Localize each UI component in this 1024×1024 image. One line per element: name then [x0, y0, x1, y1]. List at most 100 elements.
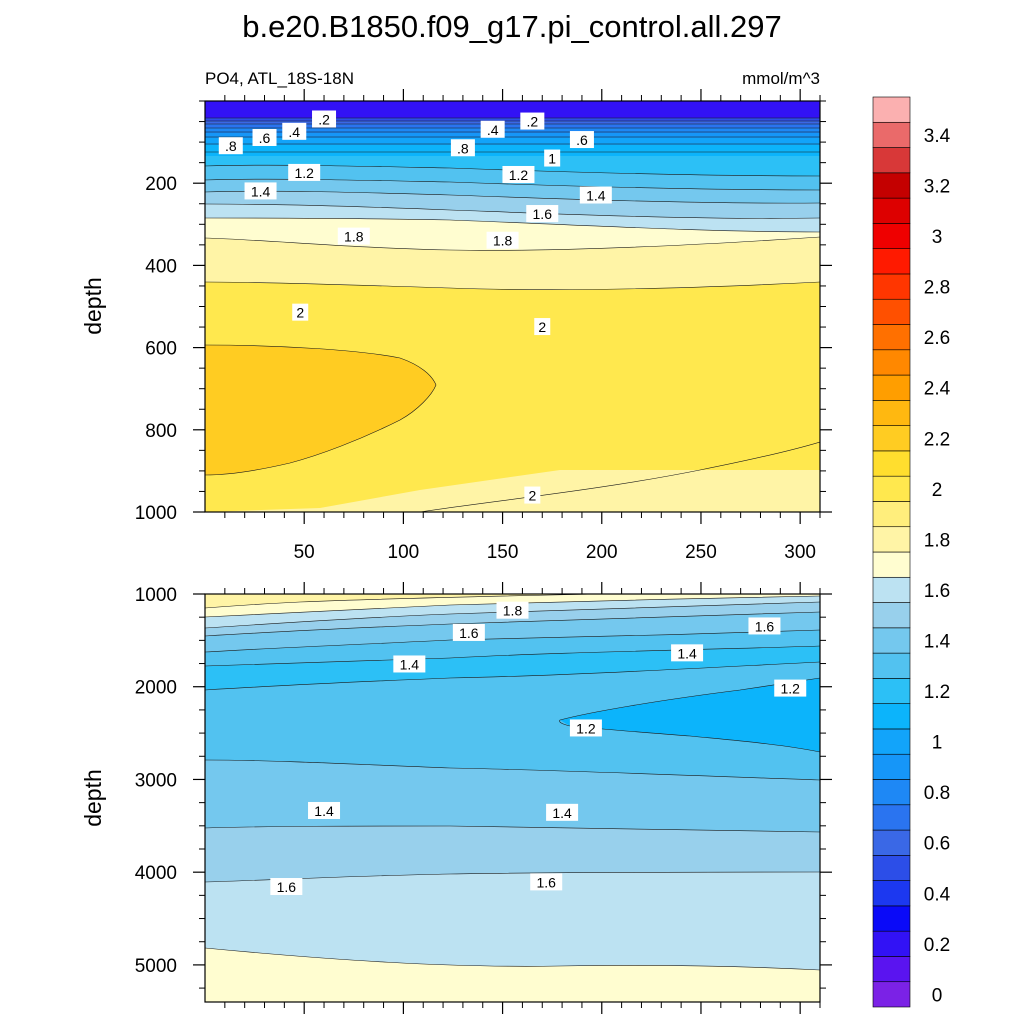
lower-x-ticks — [224, 582, 821, 1014]
upper-x-tick-label: 100 — [388, 542, 420, 563]
colorbar-box — [872, 880, 911, 907]
colorbar-label: 1 — [932, 733, 943, 754]
colorbar-label: 1.4 — [924, 631, 951, 652]
colorbar-label: 0.8 — [924, 783, 950, 804]
upper-x-tick-label: 50 — [294, 542, 315, 563]
upper-contour-label: .2 — [318, 111, 330, 127]
colorbar-box — [872, 425, 911, 452]
upper-contour-label: 1.6 — [533, 206, 553, 222]
colorbar-box — [872, 273, 911, 300]
upper-contour-label: 2 — [296, 305, 304, 321]
colorbar-label: 2.4 — [924, 379, 951, 400]
colorbar-box — [872, 121, 911, 148]
lower-contour-line — [205, 611, 820, 637]
upper-contour-label: 1.4 — [586, 188, 606, 204]
upper-contour-label: .2 — [526, 114, 538, 130]
variable-subtitle: PO4, ATL_18S-18N — [205, 69, 354, 88]
colorbar-box — [872, 652, 911, 679]
lower-contour-line — [205, 595, 820, 618]
upper-contour-label: .8 — [457, 140, 469, 156]
upper-contour-label: 1.8 — [493, 233, 513, 249]
colorbar-box — [872, 349, 911, 376]
upper-contour-label: .6 — [576, 132, 588, 148]
upper-contour-line — [205, 164, 820, 177]
upper-contour-label: 1.2 — [294, 165, 314, 181]
upper-fill-06 — [205, 120, 820, 124]
lower-contour-line — [205, 601, 820, 629]
upper-contour-label-bg — [526, 205, 559, 223]
lower-fill-17 — [205, 948, 820, 1002]
colorbar-box — [872, 197, 911, 224]
upper-fill-05 — [205, 117, 820, 121]
colorbar-box — [872, 248, 911, 275]
upper-contour-label: .8 — [225, 138, 237, 154]
colorbar-box — [872, 779, 911, 806]
lower-contour-labels: 1.8 1.6 1.6 1.4 1.4 1.2 1.2 1.4 1.4 1.6 1.6 — [270, 601, 807, 896]
upper-contour-label-bg — [292, 303, 309, 321]
lower-contour-label: 1.8 — [503, 603, 523, 619]
colorbar-box — [872, 956, 911, 983]
lower-contour-label-bg — [270, 878, 303, 896]
colorbar-label: 0.6 — [924, 834, 950, 855]
lower-contour-label: 1.4 — [314, 803, 334, 819]
lower-contour-label-bg — [569, 719, 602, 737]
upper-contour-line — [205, 236, 820, 251]
lower-contour-label-bg — [393, 655, 426, 673]
lower-contour-label-bg — [530, 873, 563, 891]
colorbar-label: 0.4 — [924, 884, 951, 905]
upper-x-tick-label: 150 — [487, 542, 519, 563]
colorbar-box — [872, 602, 911, 629]
upper-contour-label-bg — [502, 165, 535, 183]
colorbar-box — [872, 981, 911, 1008]
upper-x-tick-label: 200 — [586, 542, 618, 563]
upper-contour-label: 2 — [538, 319, 546, 335]
upper-y-tick-label: 1000 — [135, 503, 177, 524]
colorbar-label: 2.6 — [924, 328, 950, 349]
upper-fill-core-22 — [205, 345, 436, 475]
upper-fill-10 — [205, 136, 820, 145]
lower-contour-line — [205, 661, 820, 691]
lower-contour-label-bg — [671, 644, 704, 662]
upper-contour-label-bg — [534, 318, 551, 336]
colorbar-box — [872, 930, 911, 957]
upper-contour-line — [419, 441, 820, 512]
colorbar-box — [872, 576, 911, 603]
colorbar-label: 1.8 — [924, 530, 950, 551]
colorbar-label: 2.2 — [924, 429, 950, 450]
upper-contour-label-bg — [282, 122, 307, 140]
upper-y-axis-label: depth — [80, 277, 106, 335]
upper-contour-labels: .2 .4 .6 .8 .4 .2 .6 .8 1 1.2 1.2 1.4 1.4 1.6 1.8 1.8 2 2… — [218, 110, 612, 504]
upper-y-tick-label: 600 — [145, 339, 177, 360]
upper-contour-label-bg — [524, 486, 541, 504]
colorbar-label: 1.6 — [924, 581, 950, 602]
upper-contour-label-bg — [337, 227, 370, 245]
lower-contour-line — [559, 719, 571, 727]
upper-contour-line — [205, 217, 820, 233]
upper-contour-line — [205, 203, 820, 219]
lower-y-ticks: 1000 2000 3000 4000 5000 — [135, 585, 832, 989]
upper-contour-label-bg — [252, 128, 277, 146]
colorbar-box — [872, 324, 911, 351]
colorbar-box — [872, 172, 911, 199]
upper-contour-label-bg — [480, 120, 505, 138]
upper-contour-line — [205, 281, 820, 290]
upper-x-tick-label: 250 — [685, 542, 717, 563]
colorbar-box — [872, 855, 911, 881]
upper-y-tick-label: 400 — [145, 256, 177, 277]
upper-fill-07 — [205, 123, 820, 128]
lower-contour-label-bg — [452, 623, 485, 641]
lower-y-tick-label: 5000 — [135, 956, 177, 977]
colorbar-label: 1.2 — [924, 682, 950, 703]
upper-fill-03 — [205, 101, 820, 118]
lower-contour-label: 1.4 — [677, 645, 697, 661]
upper-contour-label-bg — [544, 149, 561, 167]
lower-contour-label-bg — [308, 801, 341, 819]
upper-contour-line — [205, 344, 437, 476]
colorbar-box — [872, 450, 911, 477]
upper-x-ticks: 50 100 150 200 250 300 — [224, 89, 821, 563]
upper-y-tick-label: 200 — [145, 174, 177, 195]
lower-contour-label: 1.2 — [576, 720, 596, 736]
lower-contour-label: 1.6 — [277, 879, 297, 895]
upper-x-tick-label: 300 — [784, 542, 816, 563]
colorbar-box — [872, 223, 911, 249]
